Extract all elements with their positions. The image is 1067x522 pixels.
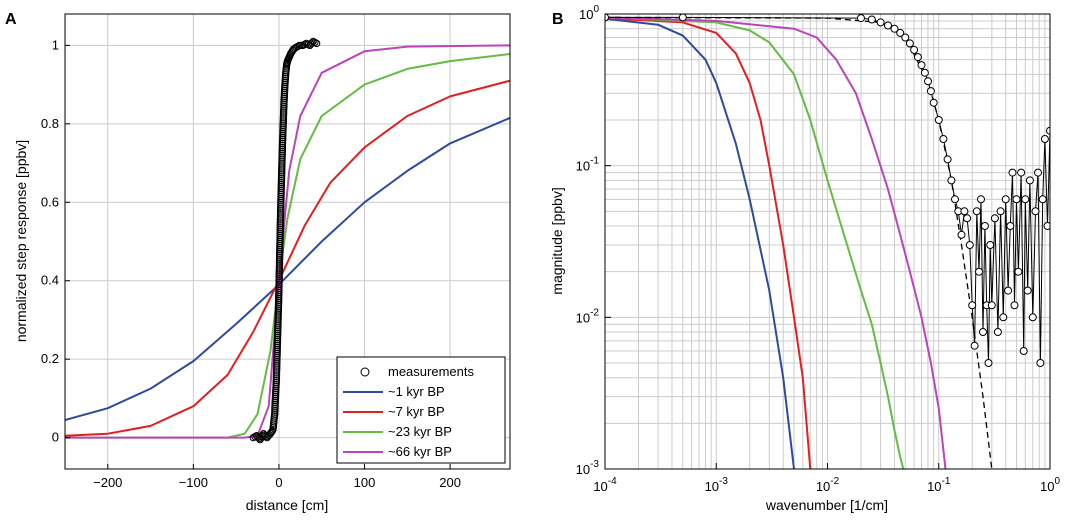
measurement-point [994, 329, 1001, 336]
measurement-point [1009, 169, 1016, 176]
measurement-point [976, 268, 983, 275]
x-tick-label: 10-4 [593, 476, 617, 494]
x-tick-label: 10-3 [705, 476, 729, 494]
measurement-point [944, 156, 951, 163]
measurement-point [1002, 196, 1009, 203]
x-tick-label: −200 [93, 475, 122, 490]
measurement-point [1035, 169, 1042, 176]
measurement-point [940, 136, 947, 143]
measurement-point [1015, 268, 1022, 275]
measurement-point [961, 208, 968, 215]
measurement-point [1024, 287, 1031, 294]
measurement-point [991, 215, 998, 222]
measurement-point [948, 177, 955, 184]
measurement-point [679, 14, 686, 21]
measurement-point [1032, 208, 1039, 215]
y-tick-label: 0 [52, 430, 59, 445]
legend-label-7kyr: ~7 kyr BP [388, 404, 445, 419]
x-tick-label: 0 [275, 475, 282, 490]
panel-b-letter: B [552, 11, 564, 28]
measurement-point [1029, 314, 1036, 321]
legend-label-measurements: measurements [388, 364, 474, 379]
measurement-point [1020, 348, 1027, 355]
measurement-point [1041, 136, 1048, 143]
y-tick-label: 0.4 [41, 273, 59, 288]
measurement-point [988, 302, 995, 309]
panel-a-y-label: normalized step response [ppbv] [13, 140, 29, 342]
measurement-point [1039, 196, 1046, 203]
measurement-point [964, 215, 971, 222]
measurement-point [1007, 223, 1014, 230]
y-tick-label: 100 [579, 4, 599, 22]
measurement-point [1037, 360, 1044, 367]
legend-label-1kyr: ~1 kyr BP [388, 384, 445, 399]
measurement-point [1011, 302, 1018, 309]
measurement-point [1005, 287, 1012, 294]
measurement-point [930, 99, 937, 106]
y-tick-label: 0.6 [41, 194, 59, 209]
y-tick-label: 0.8 [41, 116, 59, 131]
y-tick-label: 10-2 [576, 307, 600, 325]
measurement-point [987, 242, 994, 249]
legend-label-66kyr: ~66 kyr BP [388, 444, 452, 459]
measurement-point [918, 62, 925, 69]
measurement-point [911, 46, 918, 53]
measurement-point [980, 329, 987, 336]
y-tick-label: 10-3 [576, 459, 600, 477]
measurement-point [868, 16, 875, 23]
y-tick-label: 10-1 [576, 156, 600, 174]
x-tick-label: −100 [179, 475, 208, 490]
measurement-point [927, 88, 934, 95]
x-tick-label: 100 [354, 475, 376, 490]
measurement-point [966, 242, 973, 249]
panel-b-x-label: wavenumber [1/cm] [765, 497, 888, 513]
measurement-point [952, 196, 959, 203]
panel-a-x-label: distance [cm] [246, 497, 328, 513]
measurement-point [902, 34, 909, 41]
measurement-point [906, 40, 913, 47]
measurement-point [985, 360, 992, 367]
measurement-point [877, 19, 884, 26]
x-tick-label: 100 [1040, 476, 1060, 494]
measurement-point [981, 223, 988, 230]
x-tick-label: 10-1 [927, 476, 951, 494]
measurement-point [958, 231, 965, 238]
panel-a-legend: measurements ~1 kyr BP ~7 kyr BP ~23 kyr… [337, 357, 505, 463]
measurement-point [971, 342, 978, 349]
y-tick-label: 0.2 [41, 351, 59, 366]
panel-a-letter: A [5, 11, 17, 28]
measurement-point [1018, 169, 1025, 176]
measurement-point [1022, 196, 1029, 203]
legend-label-23kyr: ~23 kyr BP [388, 424, 452, 439]
measurement-point [1026, 177, 1033, 184]
y-tick-label: 1 [52, 37, 59, 52]
measurement-point [1013, 196, 1020, 203]
panel-b-y-label: magnitude [ppbv] [549, 187, 565, 294]
x-tick-label: 200 [439, 475, 461, 490]
measurement-point [969, 302, 976, 309]
measurement-point [921, 69, 928, 76]
panel-a: −200 −100 0 100 200 0 0.2 0.4 0.6 0.8 1 A distanc… [5, 11, 510, 513]
measurement-point [973, 208, 980, 215]
measurement-point [935, 117, 942, 124]
measurement-point [997, 208, 1004, 215]
measurement-point [1000, 314, 1007, 321]
measurement-point [925, 78, 932, 85]
measurement-point [914, 54, 921, 61]
x-tick-label: 10-2 [816, 476, 840, 494]
measurement-point [858, 15, 865, 22]
measurement-point [978, 196, 985, 203]
measurement-point [885, 22, 892, 29]
